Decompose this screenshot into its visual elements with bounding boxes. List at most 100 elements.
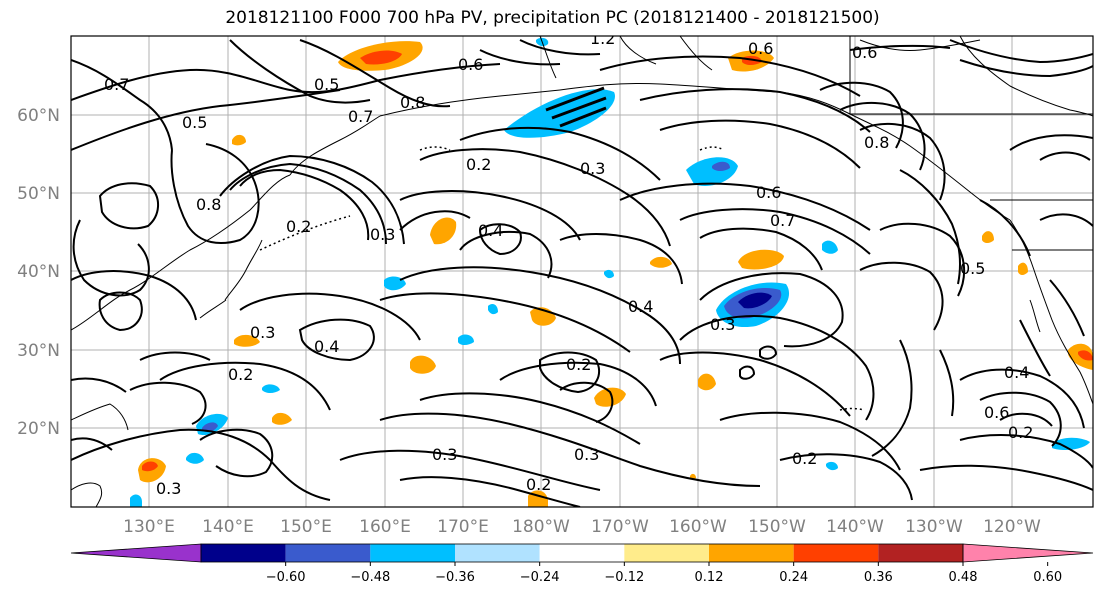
colorbar-tick-label: 0.36 [864, 570, 893, 585]
shade-positive [738, 249, 784, 270]
contour-label: 0.4 [314, 337, 339, 356]
lon-tick-label: 150°W [748, 517, 806, 537]
lon-tick-label: 140°E [202, 517, 254, 537]
contour-label: 0.2 [228, 365, 253, 384]
shade-negative [186, 452, 204, 464]
shade-negative [712, 161, 730, 171]
lat-tick-label: 30°N [17, 341, 60, 361]
shade-positive [234, 334, 260, 347]
colorbar-tick-label: −0.24 [520, 570, 560, 585]
colorbar-outline [200, 543, 964, 563]
lat-tick-label: 40°N [17, 262, 60, 282]
precip-shading [130, 37, 1093, 507]
shade-negative [488, 304, 498, 315]
shade-positive [232, 134, 246, 146]
shade-negative [826, 461, 838, 471]
lon-tick-label: 150°E [280, 517, 332, 537]
lat-axis: 60°N 50°N 40°N 30°N 20°N [17, 106, 60, 439]
contour-label: 0.7 [770, 211, 795, 230]
colorbar-segment [285, 544, 371, 562]
shade-positive [650, 256, 672, 268]
colorbar-tick-label: 0.12 [695, 570, 724, 585]
map-frame [70, 35, 1094, 508]
shade-positive [982, 231, 994, 243]
contour-label: 0.2 [792, 449, 817, 468]
lon-tick-label: 170°W [591, 517, 649, 537]
shade-negative [604, 269, 614, 279]
shade-positive [360, 50, 402, 65]
contour-label: 0.7 [348, 107, 373, 126]
shade-negative [262, 384, 280, 393]
colorbar-extension-low [70, 543, 202, 563]
shade-positive [410, 355, 436, 374]
colorbar-tick-label: −0.12 [604, 570, 644, 585]
shade-positive [142, 461, 158, 472]
colorbar-segment [793, 544, 879, 562]
coastlines [71, 36, 1093, 507]
contour-label: 0.2 [526, 475, 551, 494]
pv-contours [71, 39, 1093, 507]
colorbar-tick-label: −0.48 [350, 570, 390, 585]
contour-label: 0.2 [286, 217, 311, 236]
contour-label: 0.4 [1004, 363, 1029, 382]
contour-label: 0.5 [960, 259, 985, 278]
lon-tick-label: 180°W [512, 517, 570, 537]
contour-label: 0.6 [984, 403, 1009, 422]
contour-label: 0.8 [196, 195, 221, 214]
shade-positive [1018, 262, 1028, 275]
shade-negative [822, 240, 838, 254]
lat-tick-label: 50°N [17, 184, 60, 204]
shade-positive [1078, 350, 1093, 361]
contour-label: 0.3 [156, 479, 181, 498]
colorbar-segment [624, 544, 709, 562]
shade-stripes [545, 86, 607, 128]
contour-label: 0.3 [432, 445, 457, 464]
shade-negative [504, 89, 615, 138]
contour-label: 0.8 [864, 133, 889, 152]
colorbar-segment [370, 544, 455, 562]
lon-tick-label: 130°E [123, 517, 175, 537]
contour-label: 0.5 [314, 75, 339, 94]
shade-negative [202, 422, 218, 433]
colorbar-segment [878, 544, 963, 562]
contour-label: 0.3 [710, 315, 735, 334]
lon-tick-label: 160°W [669, 517, 727, 537]
contour-label: 0.4 [628, 297, 653, 316]
contour-label: 0.3 [574, 445, 599, 464]
lat-tick-label: 60°N [17, 106, 60, 126]
lon-tick-label: 130°W [905, 517, 963, 537]
colorbar-segment [455, 544, 540, 562]
shade-negative [738, 292, 772, 309]
lon-tick-label: 140°W [826, 517, 884, 537]
lon-tick-label: 120°W [983, 517, 1041, 537]
pv-contour-fragments [259, 146, 865, 411]
contour-labels: 0.5 0.6 0.7 0.5 0.8 0.7 0.2 0.3 0.4 0.3 … [104, 29, 1033, 498]
shade-positive [698, 373, 716, 391]
colorbar-tick-label: −0.60 [266, 570, 306, 585]
contour-label: 0.2 [1008, 423, 1033, 442]
colorbar-tick-label: 0.60 [1033, 570, 1062, 585]
shade-negative [130, 494, 142, 507]
contour-label: 0.3 [370, 225, 395, 244]
contour-label: 1.2 [590, 29, 615, 48]
colorbar-segment [539, 544, 625, 562]
colorbar-segment [201, 544, 286, 562]
colorbar-segment [709, 544, 794, 562]
contour-label: 0.7 [104, 75, 129, 94]
shade-positive [272, 412, 292, 425]
chart-title: 2018121100 F000 700 hPa PV, precipitatio… [225, 8, 880, 28]
contour-label: 0.2 [566, 355, 591, 374]
colorbar-tick-label: −0.36 [435, 570, 475, 585]
contour-label: 0.4 [478, 221, 503, 240]
contour-label: 0.6 [748, 39, 773, 58]
shade-positive [594, 387, 626, 407]
lon-tick-label: 170°E [437, 517, 489, 537]
colorbar-tick-label: 0.48 [949, 570, 978, 585]
lon-tick-label: 160°E [359, 517, 411, 537]
contour-label: 0.5 [182, 113, 207, 132]
shade-negative [458, 334, 474, 345]
contour-label: 0.6 [756, 183, 781, 202]
contour-label: 0.3 [580, 159, 605, 178]
lon-axis: 130°E 140°E 150°E 160°E 170°E 180°W 170°… [123, 517, 1041, 537]
